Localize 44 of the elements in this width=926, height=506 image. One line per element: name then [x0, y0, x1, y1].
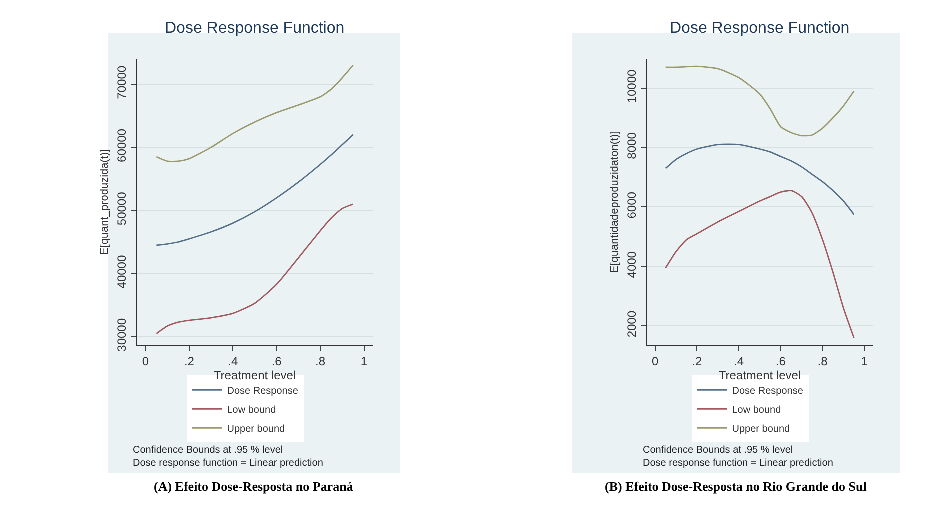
x-tick-label: .6: [272, 354, 282, 369]
x-tick-label: .2: [184, 354, 195, 369]
legend-label: Low bound: [732, 405, 782, 416]
legend-label: Upper bound: [227, 424, 286, 436]
text: Confidence Bounds at .95 % level Dose response function = Linear prediction: [133, 445, 324, 469]
x-tick-label: .4: [734, 354, 744, 369]
y-tick-label: 8000: [625, 132, 640, 160]
y-tick-label: 50000: [115, 192, 130, 226]
y-tick-label: 60000: [115, 128, 130, 162]
text: Confidence Bounds at .95 % level Dose response function = Linear prediction: [643, 445, 834, 469]
chart-title: Dose Response Function: [165, 20, 345, 37]
y-axis-title: E[quantidadeproduzidaton(t)]: [608, 131, 621, 274]
text: (B) Efeito Dose-Resposta no Rio Grande do Sul: [605, 479, 868, 494]
x-tick-label: .8: [316, 354, 326, 369]
line-series: [665, 144, 855, 216]
y-tick-label: 10000: [625, 69, 640, 104]
y-tick-label: 6000: [625, 192, 640, 219]
legend-label: Dose Response: [732, 386, 804, 398]
x-tick-label: 1: [861, 354, 868, 369]
x-tick-label: .2: [692, 354, 703, 369]
y-tick-label: 70000: [115, 66, 130, 100]
x-axis-title: Treatment level: [214, 368, 296, 383]
y-tick-label: 4000: [625, 251, 640, 278]
chart-title: Dose Response Function: [670, 20, 850, 37]
legend-label: Upper bound: [732, 424, 790, 436]
line-series: [665, 66, 855, 137]
line-series: [156, 64, 354, 162]
y-axis-title: E[quant_produzida(t)]: [98, 149, 111, 256]
line-series: [156, 134, 354, 246]
x-tick-label: 0: [652, 354, 660, 369]
x-tick-label: .6: [776, 354, 786, 369]
x-tick-label: .8: [818, 354, 828, 369]
y-tick-label: 2000: [625, 310, 640, 338]
y-tick-label: 30000: [115, 318, 130, 352]
legend-label: Dose Response: [227, 386, 299, 398]
x-tick-label: .4: [228, 354, 238, 369]
line-series: [665, 190, 855, 339]
text: (A) Efeito Dose-Resposta no Paraná: [154, 479, 354, 494]
x-tick-label: 0: [142, 354, 150, 369]
legend-label: Low bound: [227, 405, 276, 416]
y-tick-label: 40000: [115, 255, 130, 289]
x-tick-label: 1: [360, 354, 368, 369]
x-axis-title: Treatment level: [718, 368, 802, 383]
line-series: [156, 204, 354, 334]
